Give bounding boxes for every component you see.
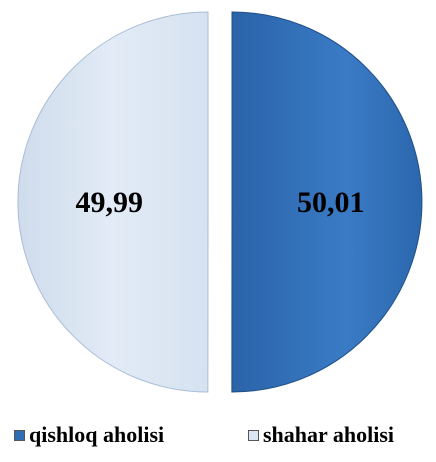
pie-chart: 50,01 49,99	[17, 11, 423, 393]
legend-swatch-urban	[248, 429, 259, 441]
legend-swatch-rural	[14, 429, 25, 441]
pie-slice-rural[interactable]	[231, 11, 423, 393]
data-label-urban: 49,99	[75, 186, 143, 219]
pie-slice-urban[interactable]	[17, 11, 209, 393]
data-label-rural: 50,01	[297, 186, 365, 219]
legend: qishloq aholisi shahar aholisi	[0, 418, 436, 454]
legend-label-rural: qishloq aholisi	[29, 422, 165, 447]
legend-item-rural[interactable]: qishloq aholisi	[14, 422, 164, 448]
legend-item-urban[interactable]: shahar aholisi	[248, 422, 394, 448]
legend-label-urban: shahar aholisi	[263, 422, 395, 447]
